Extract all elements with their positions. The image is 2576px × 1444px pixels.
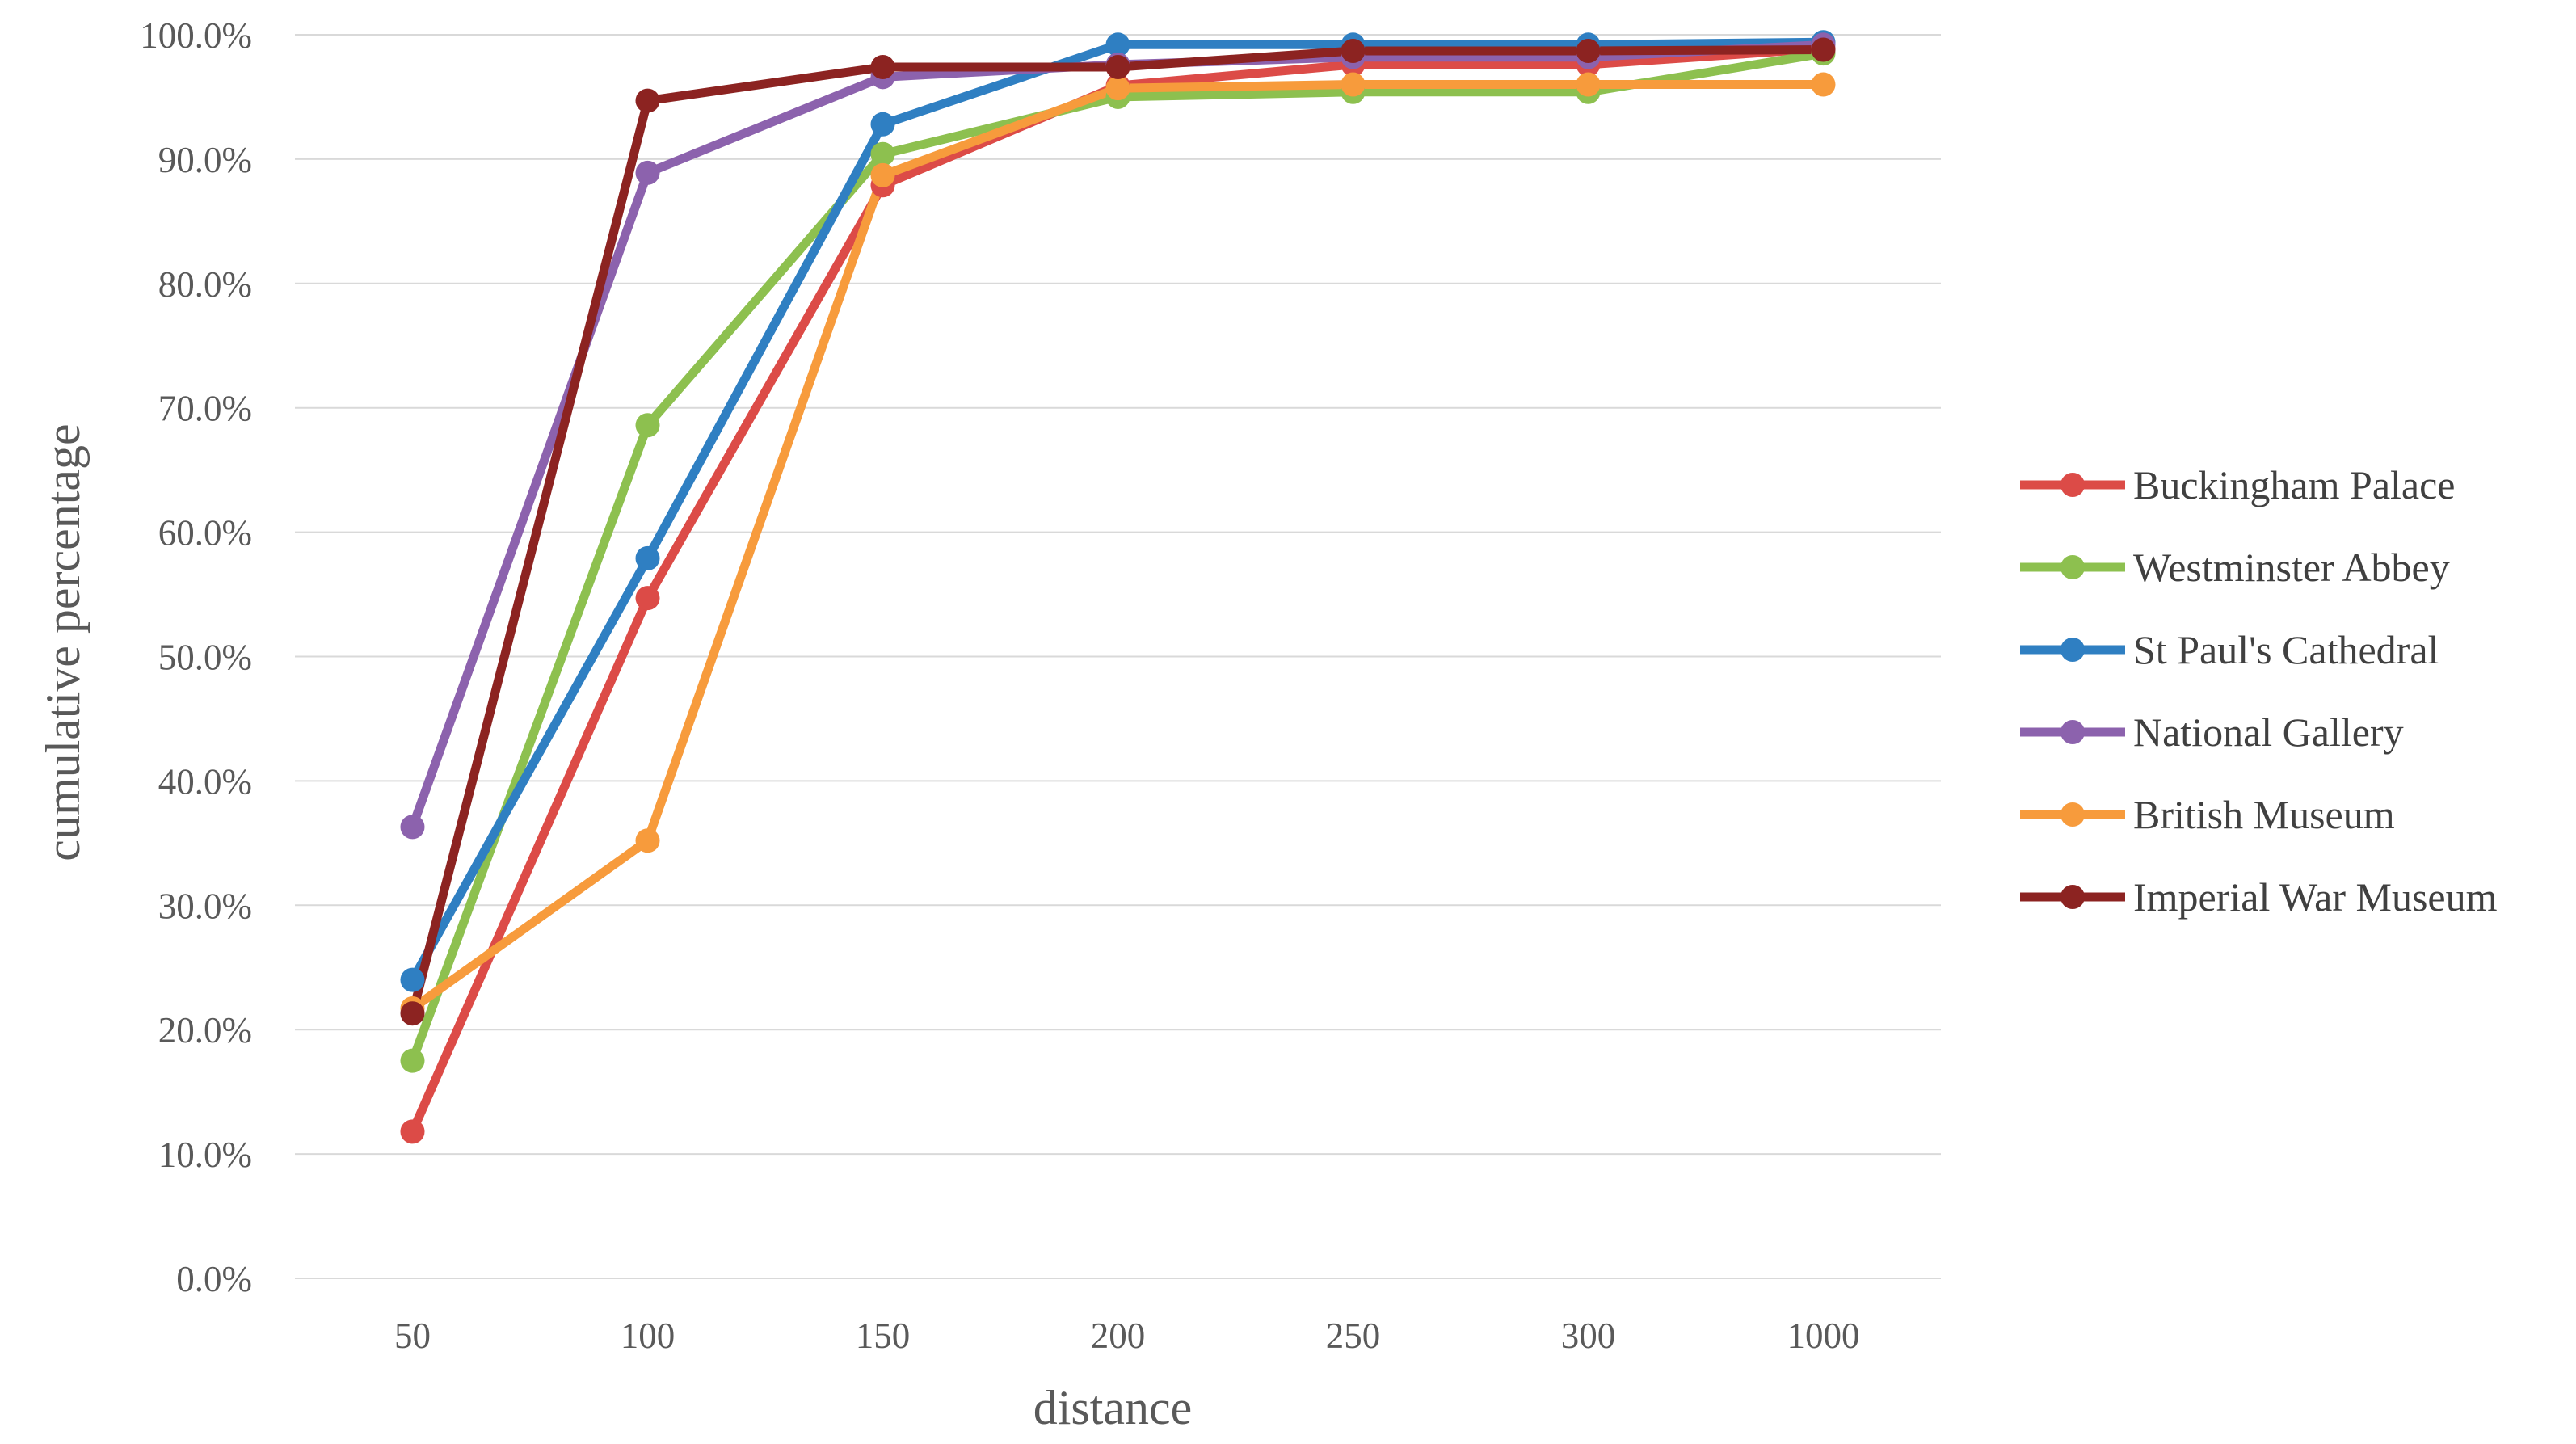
data-point — [635, 413, 660, 438]
legend-item: National Gallery — [2020, 709, 2404, 755]
data-point — [1341, 39, 1366, 64]
legend: Buckingham Palace Westminster Abbey St Pau… — [2020, 462, 2498, 920]
data-point — [400, 967, 425, 992]
x-tick-label: 50 — [394, 1316, 431, 1356]
series-points — [400, 30, 1836, 1144]
data-point — [870, 162, 895, 187]
data-point — [1105, 76, 1130, 101]
data-point — [635, 828, 660, 853]
legend-label: Buckingham Palace — [2133, 462, 2456, 507]
series-line — [408, 80, 1828, 1013]
y-tick-label: 50.0% — [158, 638, 252, 678]
y-tick-label: 20.0% — [158, 1010, 252, 1050]
legend-point-marker — [2060, 555, 2085, 579]
data-point — [870, 112, 895, 137]
y-tick-label: 10.0% — [158, 1135, 252, 1175]
legend-point-marker — [2060, 885, 2085, 909]
data-point — [635, 545, 660, 570]
x-axis-tick-labels: 50 100 150 200 250 300 1000 — [394, 1316, 1860, 1356]
x-tick-label: 300 — [1561, 1316, 1616, 1356]
legend-label: Imperial War Museum — [2133, 874, 2498, 920]
y-tick-label: 80.0% — [158, 264, 252, 305]
data-point — [870, 141, 895, 166]
data-point — [1576, 72, 1601, 97]
y-tick-label: 100.0% — [140, 15, 252, 56]
legend-point-marker — [2060, 638, 2085, 662]
series-line — [408, 44, 1828, 1136]
data-point — [870, 55, 895, 80]
legend-point-marker — [2060, 473, 2085, 497]
y-tick-label: 70.0% — [158, 389, 252, 429]
x-tick-label: 250 — [1326, 1316, 1381, 1356]
data-point — [1105, 55, 1130, 80]
legend-item: British Museum — [2020, 792, 2395, 837]
x-tick-label: 1000 — [1787, 1316, 1860, 1356]
y-tick-label: 60.0% — [158, 513, 252, 554]
data-point — [635, 586, 660, 611]
legend-label: British Museum — [2133, 792, 2395, 837]
legend-label: St Paul's Cathedral — [2133, 627, 2439, 672]
series-line — [408, 40, 1828, 831]
y-tick-label: 30.0% — [158, 886, 252, 926]
data-point — [635, 160, 660, 185]
legend-label: Westminster Abbey — [2133, 545, 2450, 590]
series-lines — [408, 37, 1828, 1136]
legend-item: St Paul's Cathedral — [2020, 627, 2439, 672]
y-tick-label: 90.0% — [158, 140, 252, 180]
legend-point-marker — [2060, 720, 2085, 744]
data-point — [1811, 37, 1836, 62]
data-point — [1105, 32, 1130, 57]
data-point — [635, 88, 660, 113]
x-tick-label: 150 — [856, 1316, 911, 1356]
legend-point-marker — [2060, 802, 2085, 827]
gridlines — [295, 34, 1941, 1279]
data-point — [400, 1048, 425, 1073]
x-tick-label: 100 — [621, 1316, 676, 1356]
x-axis-title: distance — [1033, 1381, 1193, 1434]
x-tick-label: 200 — [1091, 1316, 1146, 1356]
y-tick-label: 0.0% — [176, 1259, 252, 1299]
legend-item: Imperial War Museum — [2020, 874, 2498, 920]
data-point — [1576, 39, 1601, 64]
data-point — [1811, 72, 1836, 97]
legend-label: National Gallery — [2133, 709, 2404, 755]
legend-item: Westminster Abbey — [2020, 545, 2450, 590]
y-axis-title: cumulative percentage — [36, 423, 90, 861]
data-point — [400, 815, 425, 840]
data-point — [400, 1119, 425, 1144]
data-point — [400, 1001, 425, 1026]
y-axis-tick-labels: 0.0% 10.0% 20.0% 30.0% 40.0% 50.0% 60.0% 70.0% 8… — [140, 15, 252, 1299]
data-point — [1341, 72, 1366, 97]
legend-item: Buckingham Palace — [2020, 462, 2456, 507]
y-tick-label: 40.0% — [158, 761, 252, 802]
